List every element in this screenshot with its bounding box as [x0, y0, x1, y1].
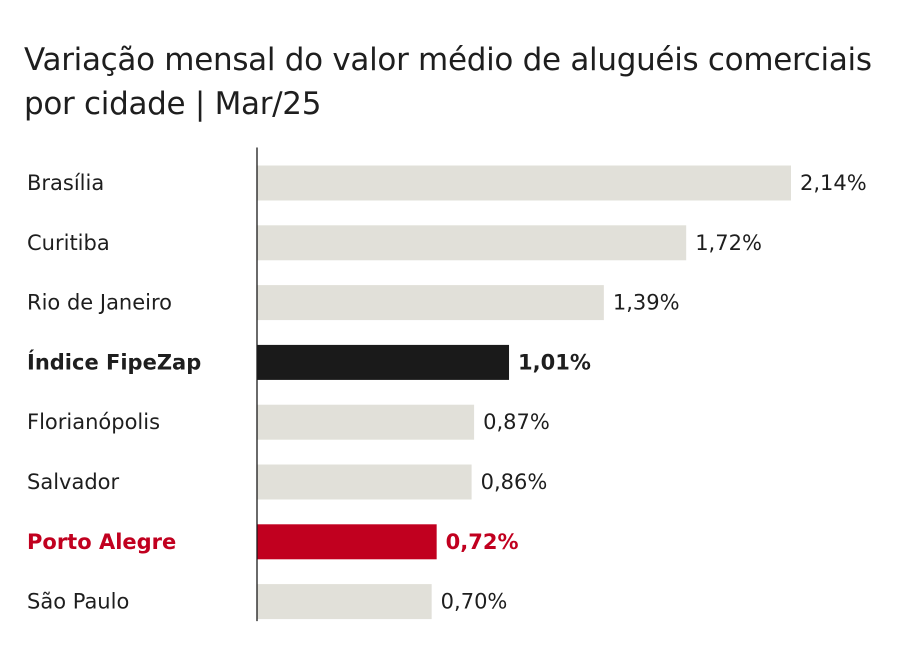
chart-title: Variação mensal do valor médio de alugué… — [24, 42, 872, 122]
value-label-sao-paulo: 0,70% — [441, 590, 508, 614]
category-label-curitiba: Curitiba — [27, 231, 110, 255]
value-label-florianopolis: 0,87% — [483, 410, 550, 434]
category-label-rio-de-janeiro: Rio de Janeiro — [27, 291, 172, 315]
bar-salvador — [257, 464, 472, 500]
category-label-salvador: Salvador — [27, 470, 120, 494]
bar-brasilia — [257, 165, 791, 201]
bar-florianopolis — [257, 404, 475, 440]
value-label-salvador: 0,86% — [481, 470, 548, 494]
bar-indice-fipezap — [257, 344, 510, 380]
value-label-porto-alegre: 0,72% — [446, 530, 519, 554]
category-label-brasilia: Brasília — [27, 171, 104, 195]
category-label-sao-paulo: São Paulo — [27, 590, 129, 614]
category-label-porto-alegre: Porto Alegre — [27, 530, 176, 554]
bar-sao-paulo — [257, 584, 432, 620]
bar-porto-alegre — [257, 524, 437, 560]
value-label-rio-de-janeiro: 1,39% — [613, 291, 680, 315]
value-label-curitiba: 1,72% — [695, 231, 762, 255]
value-label-indice-fipezap: 1,01% — [518, 350, 591, 374]
value-label-brasilia: 2,14% — [800, 171, 867, 195]
bar-curitiba — [257, 225, 687, 261]
bar-rio-de-janeiro — [257, 285, 604, 321]
bars-layer — [257, 165, 791, 620]
category-label-florianopolis: Florianópolis — [27, 410, 160, 434]
category-label-indice-fipezap: Índice FipeZap — [27, 349, 201, 374]
labels-layer: Brasília 2,14% Curitiba 1,72% Rio de Janeiro… — [27, 171, 867, 614]
